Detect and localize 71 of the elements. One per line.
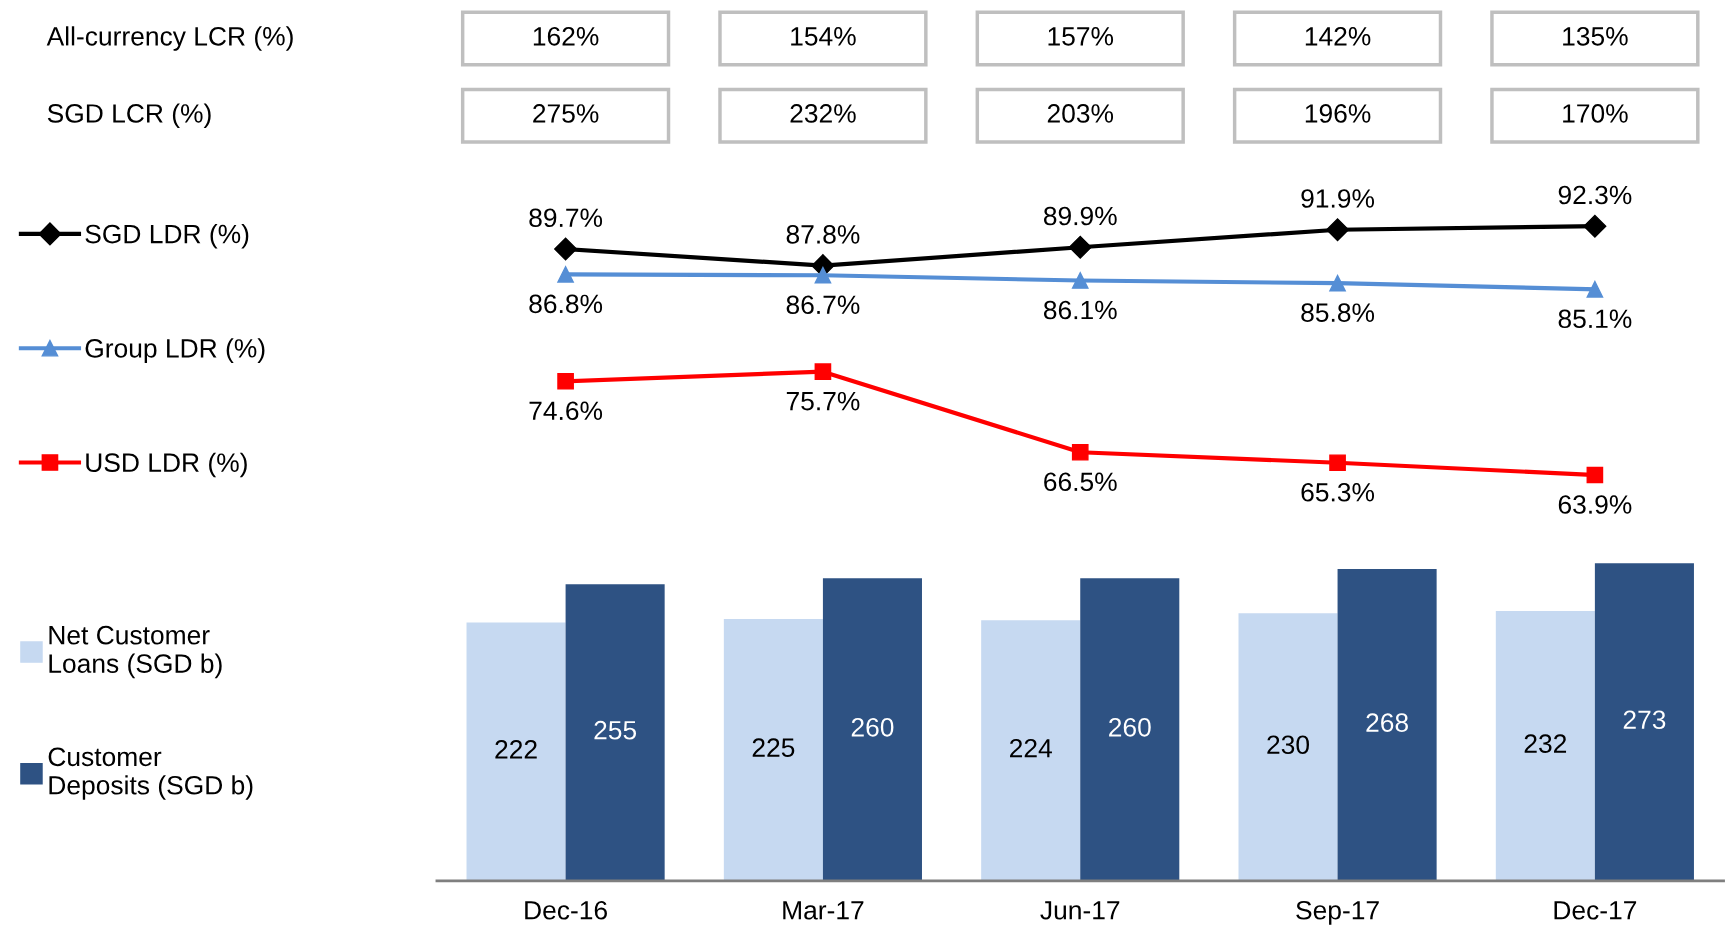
- data-label: 224: [1010, 738, 1052, 758]
- text: 196%: [1305, 104, 1371, 123]
- data-label: 74.6%: [529, 401, 603, 421]
- point: [1329, 454, 1346, 472]
- text: 162%: [533, 26, 599, 46]
- legend-label: SGD LDR (%): [85, 224, 249, 249]
- bar: [1238, 613, 1338, 881]
- data-label: 255: [594, 720, 637, 740]
- data-label: 86.1%: [1043, 300, 1117, 320]
- text: SGD LCR (%): [47, 103, 211, 128]
- data-label: 260: [851, 717, 894, 737]
- bar: [1337, 569, 1437, 881]
- x-tick-label: Mar-17: [783, 901, 864, 920]
- point: [814, 266, 832, 284]
- data-label: 273: [1623, 710, 1666, 730]
- text: 275%: [533, 104, 599, 123]
- point: [1586, 280, 1604, 298]
- x-tick-label: Dec-16: [525, 900, 607, 920]
- data-label: 230: [1267, 735, 1310, 755]
- data-label: 86.7%: [786, 295, 860, 315]
- x-tick-label: Dec-17: [1554, 901, 1637, 920]
- bar: [466, 622, 566, 881]
- point: [1071, 443, 1089, 461]
- data-label: 87.8%: [786, 225, 860, 244]
- point: [554, 237, 578, 261]
- point: [1068, 235, 1092, 259]
- data-label: 86.8%: [529, 294, 603, 314]
- data-label: 89.7%: [529, 208, 603, 228]
- text: 157%: [1048, 27, 1114, 46]
- legend-label: Net Customer Loans (SGD b): [49, 625, 222, 679]
- point: [1583, 214, 1607, 238]
- point: [1071, 272, 1089, 289]
- bar: [565, 584, 665, 881]
- point: [1329, 274, 1346, 292]
- text: 142%: [1305, 26, 1371, 46]
- data-label: 232: [1524, 734, 1567, 753]
- point: [1586, 466, 1604, 484]
- text: 154%: [791, 27, 856, 46]
- legend-label: Group LDR (%): [85, 338, 265, 363]
- data-label: 65.3%: [1301, 482, 1375, 502]
- bar: [1080, 578, 1180, 881]
- data-label: 75.7%: [786, 391, 860, 411]
- bar: [1495, 610, 1595, 881]
- text: 170%: [1563, 104, 1628, 123]
- x-tick-label: Jun-17: [1040, 901, 1120, 920]
- data-label: 222: [495, 740, 537, 759]
- data-label: 89.9%: [1043, 206, 1117, 226]
- point: [814, 363, 832, 380]
- legend-label: Customer Deposits (SGD b): [48, 747, 253, 800]
- data-label: 85.1%: [1558, 309, 1632, 329]
- text: 232%: [790, 104, 856, 123]
- point: [557, 266, 574, 283]
- bar: [723, 619, 823, 881]
- data-label: 85.8%: [1301, 303, 1375, 322]
- bar: [981, 620, 1081, 881]
- text: 135%: [1563, 26, 1628, 46]
- data-label: 268: [1366, 713, 1408, 732]
- data-label: 63.9%: [1558, 495, 1632, 514]
- data-label: 91.9%: [1301, 189, 1375, 208]
- point: [557, 372, 574, 390]
- text: 203%: [1047, 104, 1114, 123]
- data-label: 225: [752, 738, 795, 757]
- bar: [1594, 563, 1694, 881]
- data-label: 92.3%: [1558, 185, 1632, 205]
- text: All-currency LCR (%): [46, 26, 293, 51]
- x-tick-label: Sep-17: [1296, 900, 1379, 925]
- data-label: 66.5%: [1044, 472, 1117, 492]
- point: [1326, 218, 1350, 242]
- data-label: 260: [1109, 717, 1151, 737]
- bar: [822, 578, 922, 881]
- legend-label: USD LDR (%): [86, 452, 247, 478]
